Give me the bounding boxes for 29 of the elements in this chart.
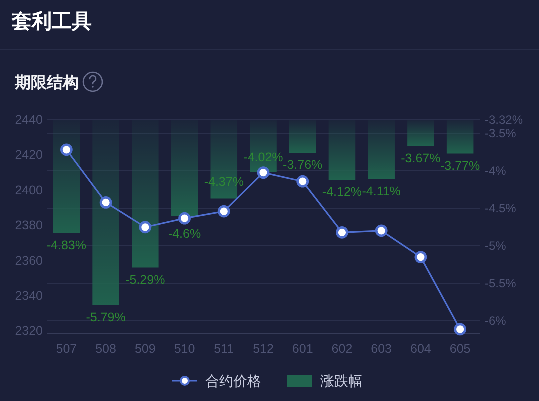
y2-tick-label: -4% bbox=[485, 164, 507, 178]
y2-tick-label: -3.32% bbox=[485, 113, 524, 127]
x-tick-label: 604 bbox=[410, 342, 432, 356]
legend-label: 涨跌幅 bbox=[320, 373, 362, 389]
x-tick-label: 507 bbox=[56, 342, 78, 356]
x-tick-label: 510 bbox=[174, 342, 196, 356]
y2-tick-label: -3.5% bbox=[485, 126, 517, 140]
x-tick-label: 508 bbox=[96, 342, 117, 356]
y-tick-label: 2320 bbox=[15, 324, 44, 338]
y2-tick-label: -5.5% bbox=[485, 276, 517, 290]
y-tick-label: 2420 bbox=[15, 148, 44, 162]
title: 套利工具 bbox=[12, 11, 92, 33]
y2-tick-label: -4.5% bbox=[485, 202, 517, 216]
y-tick-label: 2380 bbox=[15, 218, 44, 233]
x-tick-label: 601 bbox=[292, 342, 314, 356]
y2-tick-label: -5% bbox=[485, 239, 507, 253]
x-tick-label: 605 bbox=[450, 342, 471, 356]
y-tick-label: 2340 bbox=[15, 289, 44, 304]
x-tick-label: 511 bbox=[214, 342, 234, 356]
y2-tick-label: -6% bbox=[485, 314, 507, 328]
x-tick-label: 602 bbox=[332, 342, 353, 356]
subtitle: 期限结构 bbox=[15, 75, 79, 92]
y-tick-label: 2440 bbox=[15, 113, 44, 127]
x-tick-label: 509 bbox=[134, 342, 156, 356]
y-tick-label: 2400 bbox=[15, 183, 44, 198]
y-tick-label: 2360 bbox=[15, 254, 44, 268]
x-tick-label: 603 bbox=[371, 342, 392, 356]
x-tick-label: 512 bbox=[253, 342, 274, 356]
legend-label: 合约价格 bbox=[206, 373, 262, 389]
